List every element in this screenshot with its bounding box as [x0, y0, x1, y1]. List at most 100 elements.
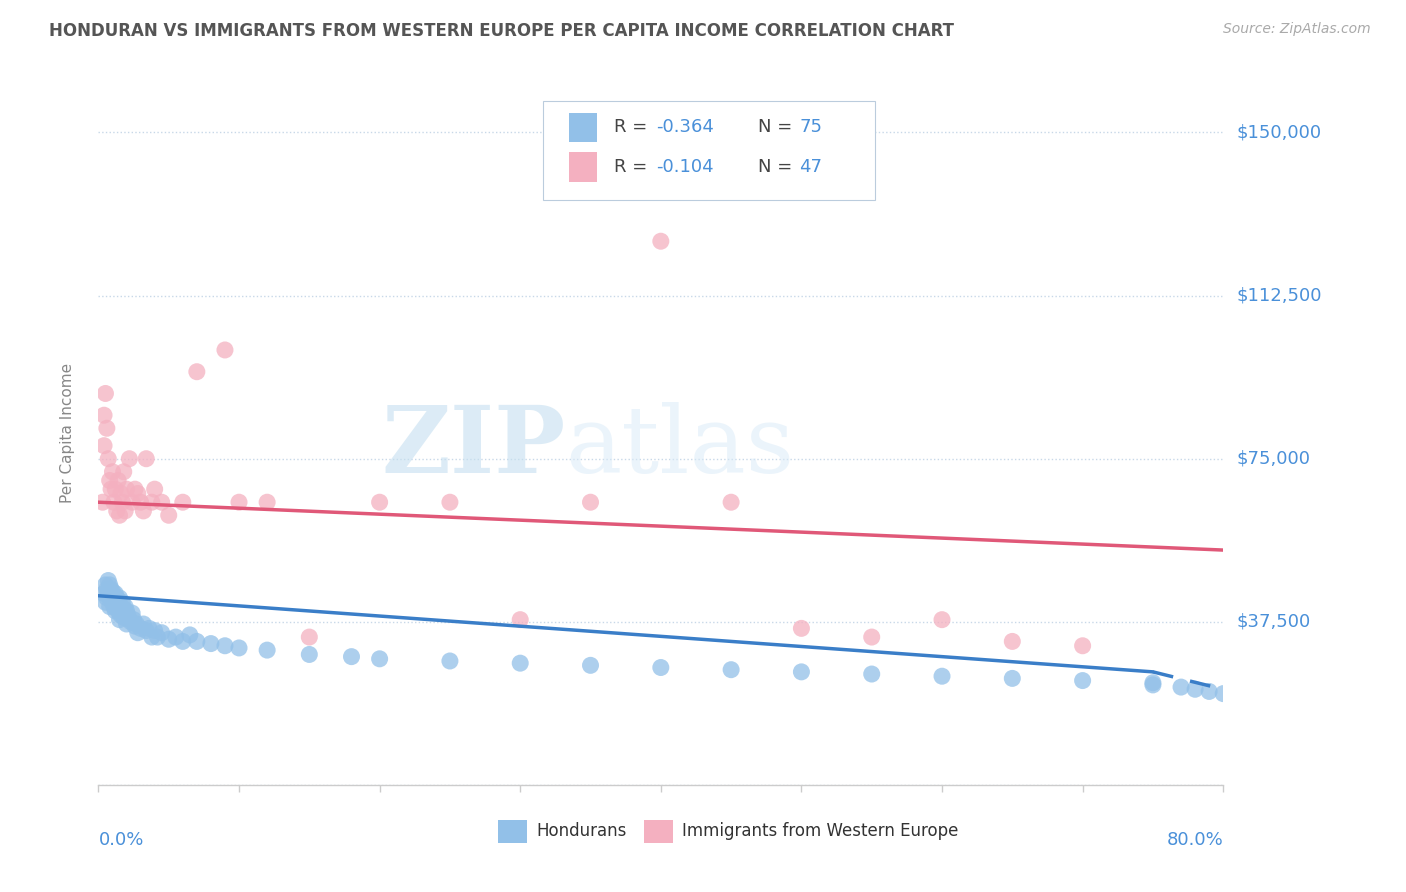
Text: Immigrants from Western Europe: Immigrants from Western Europe [682, 822, 959, 840]
Point [120, 615, 142, 629]
Point [103, 599, 125, 614]
Bar [644, 821, 673, 843]
Point [124, 619, 146, 633]
Point [105, 591, 128, 605]
Point [112, 610, 135, 624]
Point [340, 649, 363, 664]
Point [98, 578, 121, 592]
Point [104, 604, 127, 618]
Point [186, 365, 208, 379]
Text: 0.0%: 0.0% [98, 830, 143, 849]
Point [111, 495, 134, 509]
Point [115, 617, 138, 632]
Y-axis label: Per Capita Income: Per Capita Income [60, 362, 75, 503]
Point [110, 486, 132, 500]
Text: 47: 47 [799, 158, 823, 176]
Text: R =: R = [613, 119, 652, 136]
Point [509, 656, 531, 670]
Point [107, 593, 129, 607]
Point [141, 495, 163, 509]
Text: N =: N = [758, 119, 797, 136]
Point [100, 591, 122, 605]
Point [1001, 672, 1024, 686]
Point [228, 640, 250, 655]
Point [368, 652, 391, 666]
Point [579, 658, 602, 673]
Point [103, 495, 125, 509]
Point [104, 482, 127, 496]
Point [129, 621, 152, 635]
Point [214, 639, 236, 653]
Point [93, 439, 115, 453]
Point [112, 465, 135, 479]
Point [114, 599, 136, 614]
Text: 80.0%: 80.0% [1167, 830, 1223, 849]
Text: -0.104: -0.104 [657, 158, 714, 176]
Point [118, 613, 141, 627]
Point [790, 621, 813, 635]
Point [860, 667, 883, 681]
Point [256, 643, 278, 657]
Point [112, 602, 135, 616]
Point [122, 613, 145, 627]
Point [117, 608, 139, 623]
Point [150, 495, 173, 509]
Point [115, 482, 138, 496]
Point [186, 634, 208, 648]
Point [121, 606, 143, 620]
Point [579, 495, 602, 509]
Point [104, 586, 127, 600]
Point [91, 495, 114, 509]
Point [509, 613, 531, 627]
Point [790, 665, 813, 679]
Point [94, 386, 117, 401]
Point [132, 617, 155, 632]
Text: atlas: atlas [565, 401, 794, 491]
Point [93, 408, 115, 422]
Text: Hondurans: Hondurans [536, 822, 626, 840]
Point [214, 343, 236, 357]
Point [103, 589, 125, 603]
Point [132, 504, 155, 518]
Point [439, 495, 461, 509]
Point [94, 595, 117, 609]
Text: $75,000: $75,000 [1237, 450, 1310, 467]
Point [101, 584, 124, 599]
Point [98, 599, 121, 614]
Text: $150,000: $150,000 [1237, 123, 1322, 142]
Point [1184, 682, 1206, 697]
Point [172, 495, 194, 509]
Point [860, 630, 883, 644]
Point [298, 630, 321, 644]
Point [138, 621, 160, 635]
Point [97, 574, 120, 588]
Point [107, 604, 129, 618]
Point [157, 632, 180, 647]
Point [1071, 639, 1094, 653]
Point [100, 482, 122, 496]
Point [172, 634, 194, 648]
Point [650, 234, 672, 248]
Point [200, 637, 222, 651]
Point [114, 504, 136, 518]
Point [143, 624, 166, 638]
Point [124, 482, 146, 496]
Point [368, 495, 391, 509]
Point [157, 508, 180, 523]
Point [143, 482, 166, 496]
Text: $37,500: $37,500 [1237, 613, 1310, 631]
Bar [498, 821, 527, 843]
Point [101, 465, 124, 479]
Point [110, 608, 132, 623]
Point [118, 451, 141, 466]
Point [107, 474, 129, 488]
Point [108, 508, 131, 523]
Text: N =: N = [758, 158, 797, 176]
Point [101, 595, 124, 609]
Point [108, 591, 131, 605]
Text: R =: R = [613, 158, 652, 176]
Point [96, 421, 118, 435]
Point [1001, 634, 1024, 648]
Point [146, 630, 169, 644]
Point [165, 630, 187, 644]
